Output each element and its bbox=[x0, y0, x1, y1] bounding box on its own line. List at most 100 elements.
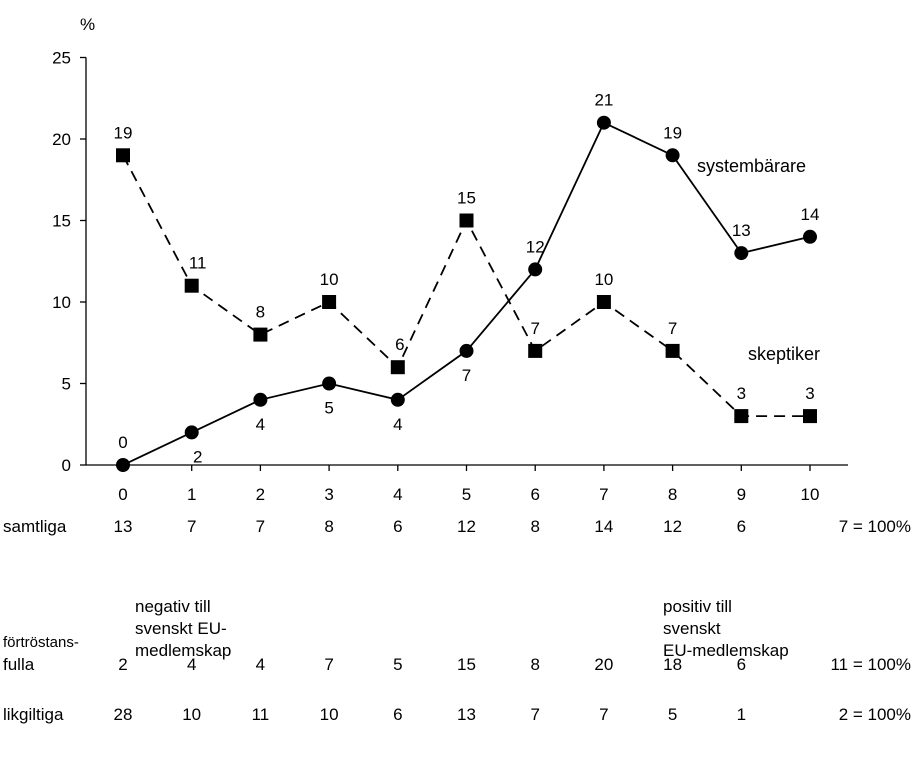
row-value: 7 bbox=[324, 655, 334, 674]
series-point bbox=[322, 295, 337, 309]
row-value: 28 bbox=[113, 705, 133, 724]
series-point bbox=[116, 458, 130, 472]
data-label: 3 bbox=[805, 384, 814, 403]
row-value: 11 bbox=[251, 705, 270, 724]
data-label: 2 bbox=[193, 447, 202, 466]
x-tick-label: 2 bbox=[256, 485, 265, 504]
row-value: 18 bbox=[663, 655, 683, 674]
data-label: 7 bbox=[530, 319, 539, 338]
data-label: 3 bbox=[737, 384, 746, 403]
data-label: 4 bbox=[393, 415, 402, 434]
row-value: 7 = 100% bbox=[838, 517, 911, 536]
series-point bbox=[459, 213, 474, 228]
row-value: 6 bbox=[736, 655, 747, 674]
data-label: 0 bbox=[118, 433, 127, 452]
data-label: 19 bbox=[114, 123, 133, 142]
x-tick-label: 5 bbox=[462, 485, 471, 504]
row-label: förtröstans- bbox=[3, 634, 79, 651]
y-tick-label: 25 bbox=[52, 49, 71, 68]
row-value: 6 bbox=[736, 517, 747, 536]
y-tick-label: 10 bbox=[52, 293, 71, 312]
row-value: 7 bbox=[599, 705, 609, 724]
series-point bbox=[734, 409, 749, 424]
data-label: 5 bbox=[324, 399, 333, 418]
series-point bbox=[390, 360, 405, 375]
row-value: 7 bbox=[186, 517, 197, 536]
data-label: 12 bbox=[526, 237, 545, 256]
series-point bbox=[803, 409, 817, 424]
data-label: 13 bbox=[732, 221, 751, 240]
data-label: 4 bbox=[256, 415, 265, 434]
series-point bbox=[665, 148, 680, 163]
row-value: 8 bbox=[530, 517, 540, 536]
series-point bbox=[528, 262, 543, 277]
data-label: 6 bbox=[395, 335, 404, 354]
x-tick-label: 7 bbox=[599, 485, 608, 504]
series-point bbox=[803, 229, 817, 244]
series-point bbox=[665, 343, 680, 358]
series-point bbox=[596, 295, 611, 309]
row-value: 2 bbox=[118, 655, 128, 674]
data-label: 7 bbox=[462, 366, 471, 385]
x-tick-label: 9 bbox=[737, 485, 746, 504]
row-value: 5 bbox=[393, 655, 403, 674]
data-label: 11 bbox=[189, 254, 207, 273]
row-value: 11 = 100% bbox=[830, 655, 911, 674]
row-value: 7 bbox=[530, 705, 540, 724]
row-label: samtliga bbox=[3, 517, 67, 536]
series-point bbox=[459, 343, 474, 358]
y-tick-label: 5 bbox=[62, 375, 71, 394]
row-value: 13 bbox=[113, 517, 133, 536]
series-point bbox=[253, 392, 268, 407]
data-label: 15 bbox=[457, 189, 476, 208]
series-point bbox=[528, 343, 543, 358]
x-tick-label: 8 bbox=[668, 485, 677, 504]
x-tick-label: 10 bbox=[801, 485, 820, 504]
row-value: 8 bbox=[324, 517, 334, 536]
series-label: systembärare bbox=[697, 156, 806, 176]
data-label: 21 bbox=[594, 91, 613, 110]
series-point bbox=[184, 278, 199, 293]
row-value: 12 bbox=[663, 517, 683, 536]
row-value: 4 bbox=[255, 655, 266, 674]
row-label: fulla bbox=[3, 655, 35, 674]
row-value: 15 bbox=[457, 655, 476, 674]
row-value: 8 bbox=[530, 655, 540, 674]
row-value: 2 = 100% bbox=[838, 705, 911, 724]
row-value: 1 bbox=[736, 705, 747, 724]
series-point bbox=[322, 376, 337, 391]
y-tick-label: 20 bbox=[52, 130, 71, 149]
data-label: 14 bbox=[801, 205, 820, 224]
x-tick-label: 6 bbox=[530, 485, 539, 504]
x-tick-label: 1 bbox=[187, 485, 196, 504]
series-markers bbox=[116, 115, 817, 472]
series-point bbox=[390, 392, 405, 407]
data-label: 8 bbox=[256, 303, 265, 322]
row-label: likgiltiga bbox=[3, 705, 64, 724]
negative-note: negativ till svenskt EU- medlemskap bbox=[135, 597, 232, 660]
row-value: 7 bbox=[255, 517, 266, 536]
x-tick-label: 3 bbox=[324, 485, 333, 504]
row-value: 6 bbox=[393, 517, 403, 536]
series-point bbox=[253, 327, 268, 342]
y-tick-label: 0 bbox=[62, 456, 71, 475]
data-label: 10 bbox=[320, 270, 339, 289]
x-tick-label: 4 bbox=[393, 485, 402, 504]
positive-note: positiv till svenskt EU-medlemskap bbox=[663, 597, 789, 660]
series-point bbox=[116, 148, 130, 163]
data-labels: 0 2 4 5 4 7 12 21 19 13 14 19 11 8 10 6 15 7 10 7 3 3 systembä… bbox=[114, 91, 820, 467]
series-label: skeptiker bbox=[748, 344, 820, 364]
row-value: 10 bbox=[319, 705, 339, 724]
row-value: 13 bbox=[457, 705, 476, 724]
row-value: 5 bbox=[667, 705, 678, 724]
series-point bbox=[596, 115, 611, 130]
data-label: 10 bbox=[594, 270, 613, 289]
row-value: 4 bbox=[186, 655, 197, 674]
row-value: 12 bbox=[457, 517, 476, 536]
data-label: 19 bbox=[663, 123, 682, 142]
row-value: 14 bbox=[594, 517, 614, 536]
series-point bbox=[734, 246, 749, 261]
data-label: 7 bbox=[668, 319, 677, 338]
